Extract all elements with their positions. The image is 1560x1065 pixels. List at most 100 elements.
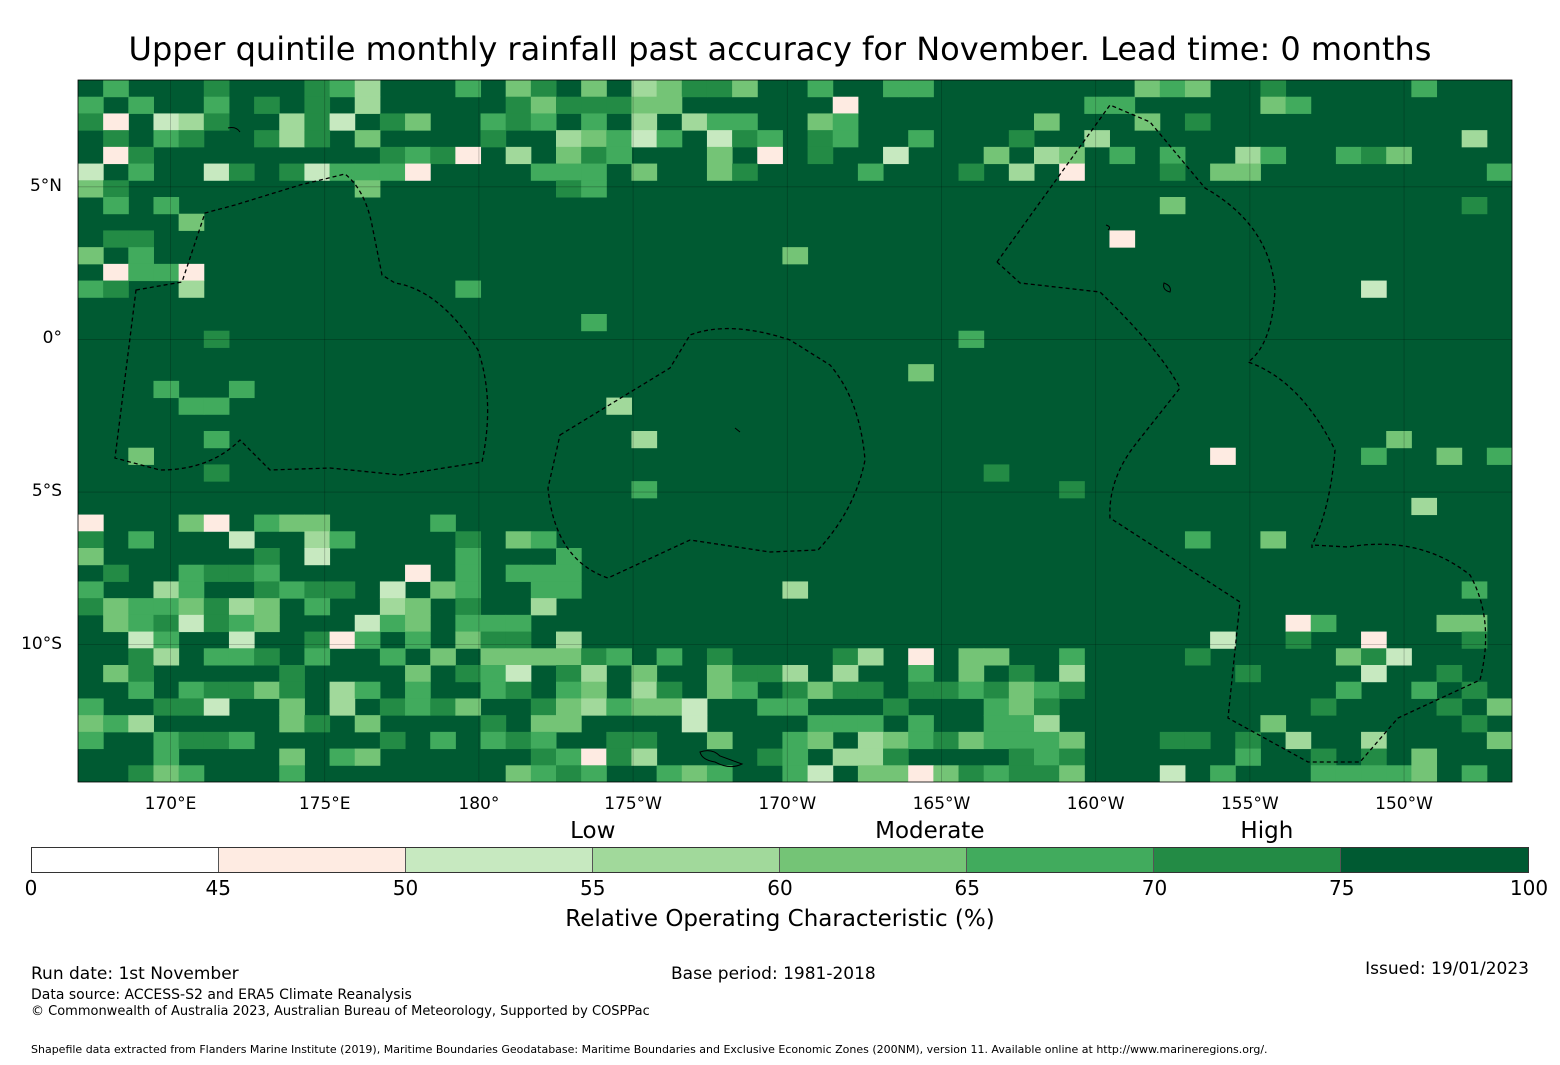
roc-cell	[606, 130, 632, 148]
longitude-label: 175°E	[298, 794, 351, 814]
map-frame	[77, 79, 1513, 783]
roc-cell	[581, 180, 607, 198]
roc-cell	[1008, 665, 1035, 683]
roc-cell	[103, 263, 129, 282]
roc-cell	[153, 263, 180, 282]
colorbar-segment	[967, 848, 1154, 872]
roc-cell	[581, 665, 607, 683]
roc-cell	[1486, 447, 1512, 465]
roc-cell	[933, 731, 960, 750]
roc-cell	[455, 564, 482, 582]
roc-cell	[153, 614, 180, 633]
roc-cell	[254, 598, 280, 616]
roc-cell	[631, 113, 658, 131]
roc-cell	[1109, 96, 1136, 114]
issued-date: Issued: 19/01/2023	[1365, 959, 1529, 979]
roc-cell	[581, 96, 607, 114]
roc-cell	[782, 581, 809, 599]
roc-cell	[1109, 146, 1136, 165]
roc-cell	[228, 631, 255, 649]
roc-cell	[732, 163, 758, 181]
island-outline	[1163, 282, 1171, 293]
roc-cell	[556, 581, 582, 599]
roc-cell	[153, 631, 180, 649]
roc-cell	[1059, 731, 1085, 750]
roc-cell	[178, 397, 205, 415]
roc-cell	[706, 665, 733, 683]
roc-cell	[279, 765, 305, 782]
roc-cell	[354, 80, 381, 98]
roc-cell	[908, 665, 934, 683]
roc-cell	[807, 715, 834, 733]
roc-cell	[1235, 665, 1261, 683]
colorbar-tick-label: 100	[1509, 876, 1549, 900]
roc-cell	[530, 531, 557, 549]
roc-cell	[1008, 698, 1035, 716]
roc-cell	[706, 163, 733, 181]
roc-cell	[1059, 648, 1085, 666]
roc-cell	[78, 247, 104, 265]
roc-cell	[128, 715, 154, 733]
roc-cell	[329, 581, 356, 599]
roc-cell	[908, 130, 934, 148]
roc-cell	[606, 397, 632, 415]
roc-cell	[983, 698, 1010, 716]
roc-cell	[329, 113, 356, 131]
roc-cell	[556, 698, 582, 716]
roc-cell	[78, 731, 104, 750]
roc-cell	[78, 548, 104, 566]
colorbar-segment	[593, 848, 780, 872]
roc-cell	[178, 731, 205, 750]
latitude-label: 10°S	[21, 633, 62, 654]
roc-cell	[782, 698, 809, 716]
roc-cell	[178, 581, 205, 599]
roc-cell	[505, 681, 532, 699]
roc-cell	[128, 146, 154, 165]
roc-cell	[681, 80, 708, 98]
roc-cell	[933, 765, 960, 782]
roc-cell	[354, 180, 381, 198]
roc-cell	[1361, 748, 1387, 766]
roc-cell	[1084, 96, 1110, 114]
roc-cell	[606, 731, 632, 750]
roc-cell	[254, 614, 280, 633]
longitude-label: 155°W	[1220, 794, 1279, 814]
roc-cell	[1184, 648, 1211, 666]
roc-cell	[581, 80, 607, 98]
colorbar-tick-label: 0	[24, 876, 38, 900]
roc-cell	[706, 146, 733, 165]
roc-cell	[782, 681, 809, 699]
roc-cell	[606, 96, 632, 114]
roc-cell	[178, 130, 205, 148]
roc-cell	[405, 113, 431, 131]
roc-cell	[1008, 681, 1035, 699]
colorbar-tick-label: 70	[1141, 876, 1168, 900]
roc-cell	[1008, 748, 1035, 766]
roc-cell	[228, 531, 255, 549]
roc-cell	[757, 698, 783, 716]
roc-cell	[480, 614, 507, 633]
roc-cell	[530, 648, 557, 666]
roc-cell	[78, 180, 104, 198]
roc-cell	[153, 197, 180, 215]
roc-cell	[405, 146, 431, 165]
copyright: © Commonwealth of Australia 2023, Austra…	[31, 1004, 650, 1019]
roc-cell	[606, 698, 632, 716]
roc-cell	[1361, 631, 1387, 649]
roc-cell	[78, 113, 104, 131]
roc-cell	[304, 514, 331, 532]
roc-cell	[1034, 698, 1060, 716]
roc-cell	[1235, 748, 1261, 766]
roc-cell	[1361, 280, 1387, 298]
roc-cell	[455, 698, 482, 716]
roc-cell	[304, 80, 331, 98]
roc-cell	[1159, 731, 1186, 750]
roc-cell	[228, 614, 255, 633]
roc-cell	[1461, 681, 1488, 699]
island-outline	[734, 427, 741, 433]
roc-cell	[1159, 146, 1186, 165]
roc-cell	[807, 130, 834, 148]
roc-cell	[78, 531, 104, 549]
roc-cell	[1034, 715, 1060, 733]
roc-cell	[430, 146, 456, 165]
